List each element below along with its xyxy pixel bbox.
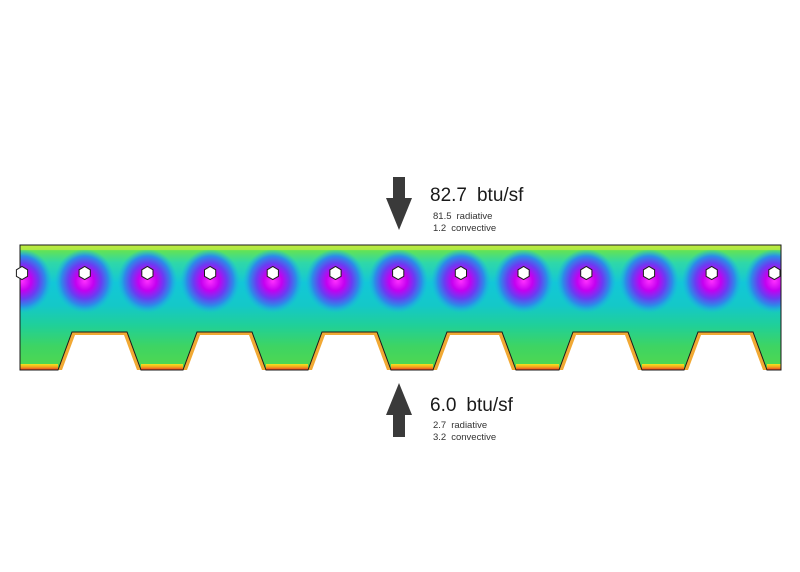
hexagon-tube-icon [768, 265, 781, 281]
tube-row [15, 265, 781, 281]
hot-flange-band [391, 364, 433, 370]
hot-flange-band [266, 364, 308, 370]
hot-flange-band [767, 364, 781, 370]
incoming-flux-arrow-icon [386, 177, 412, 230]
hot-rib-edge [308, 332, 391, 370]
outgoing-flux-arrow-icon [386, 383, 412, 437]
tube-glow [242, 249, 303, 313]
hot-rib-edge [58, 332, 141, 370]
tube-glow [54, 249, 115, 313]
hot-rib-edge [684, 332, 767, 370]
bottom-flux-radiative: 2.7 radiative [433, 420, 487, 431]
tube-glow [305, 249, 366, 313]
hexagon-tube-icon [78, 265, 91, 281]
hexagon-tube-icon [329, 265, 342, 281]
hexagon-tube-icon [705, 265, 718, 281]
tube-glow [368, 249, 429, 313]
tube-glow [117, 249, 178, 313]
hot-flange-band [20, 364, 58, 370]
tube-glow [430, 249, 491, 313]
top-flux-total: 82.7 btu/sf [430, 185, 524, 206]
bottom-flux-convective: 3.2 convective [433, 432, 496, 443]
hexagon-tube-icon [454, 265, 467, 281]
tube-glow [20, 249, 52, 313]
hot-rib-edge [433, 332, 516, 370]
hot-flange-band [642, 364, 684, 370]
slab-outline [19, 244, 782, 371]
hexagon-tube-icon [141, 265, 154, 281]
top-flux-convective: 1.2 convective [433, 223, 496, 234]
tube-glow [180, 249, 241, 313]
tube-glow-row [20, 249, 781, 313]
tube-glow [744, 249, 781, 313]
tube-glow [619, 249, 679, 313]
hot-flange-band [516, 364, 559, 370]
tube-glow [493, 249, 554, 313]
hexagon-tube-icon [392, 265, 405, 281]
hot-rib-edge [183, 332, 266, 370]
hexagon-tube-icon [517, 265, 530, 281]
hot-flange-band [141, 364, 183, 370]
top-flux-radiative: 81.5 radiative [433, 211, 492, 222]
hexagon-tube-icon [642, 265, 656, 281]
tube-glow [681, 249, 742, 313]
bottom-flux-total: 6.0 btu/sf [430, 395, 514, 416]
heated-bottom-edges [20, 332, 781, 370]
hexagon-tube-icon [266, 265, 279, 281]
hexagon-tube-icon [580, 265, 593, 281]
hexagon-tube-icon [204, 265, 217, 281]
tube-glow [556, 249, 617, 313]
hot-rib-edge [559, 332, 642, 370]
hexagon-tube-icon [15, 265, 29, 281]
slab-section [15, 244, 782, 371]
